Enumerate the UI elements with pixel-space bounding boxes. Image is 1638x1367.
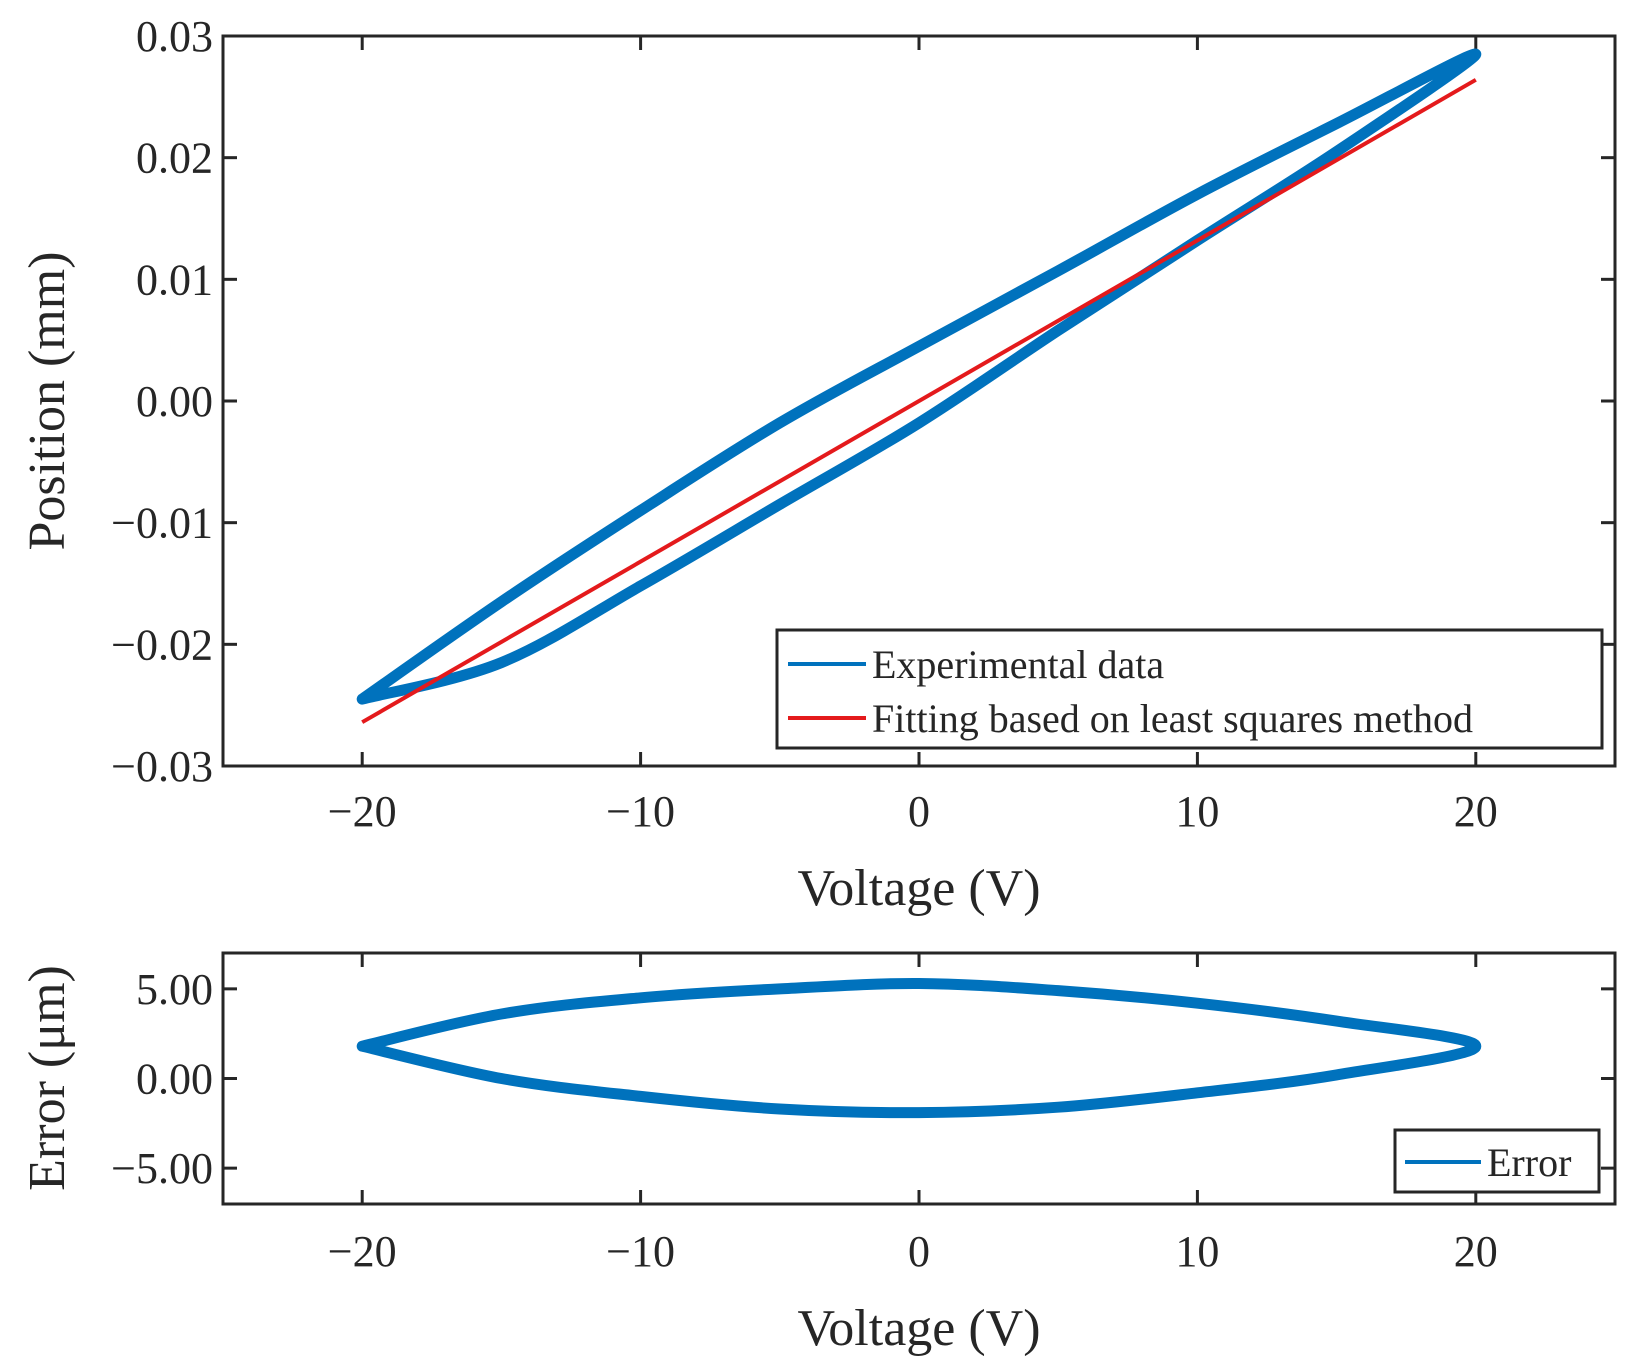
error-series-error [356, 977, 1482, 1119]
position-chart: 0.03 0.02 0.01 0.00 −0.01 −0.02 −0.03 −20 −10 0 1… [19, 12, 1617, 917]
error-y-ticks: 5.00 0.00 −5.00 [111, 965, 1615, 1193]
position-x-ticks: −20 −10 0 10 20 [328, 36, 1498, 836]
legend-label-least-squares-fit: Fitting based on least squares method [872, 696, 1473, 741]
error-x-tick-label: 10 [1175, 1227, 1219, 1276]
position-legend-box [775, 628, 1604, 750]
position-x-tick-label: 20 [1454, 787, 1498, 836]
error-y-tick-label: −5.00 [111, 1144, 213, 1193]
legend-label-error: Error [1487, 1140, 1571, 1185]
position-y-tick-label: −0.03 [111, 742, 213, 791]
error-chart: 5.00 0.00 −5.00 −20 −10 0 10 20 Voltage (V) Er… [19, 951, 1617, 1357]
position-x-tick-label: 0 [908, 787, 930, 836]
position-y-tick-label: 0.01 [136, 255, 213, 304]
position-y-tick-label: 0.00 [136, 377, 213, 426]
error-legend: Error [1393, 1128, 1601, 1194]
position-x-tick-label: −10 [606, 787, 675, 836]
position-y-tick-label: 0.02 [136, 134, 213, 183]
position-x-axis-title: Voltage (V) [797, 860, 1040, 917]
position-y-tick-label: 0.03 [136, 12, 213, 61]
error-x-tick-label: −10 [606, 1227, 675, 1276]
position-series [356, 48, 1482, 724]
error-x-tick-label: 20 [1454, 1227, 1498, 1276]
error-x-axis-title: Voltage (V) [797, 1300, 1040, 1357]
position-x-tick-label: −20 [328, 787, 397, 836]
error-x-tick-label: 0 [908, 1227, 930, 1276]
legend-label-experimental-data: Experimental data [872, 642, 1164, 687]
error-y-tick-label: 5.00 [136, 965, 213, 1014]
position-y-tick-label: −0.01 [111, 499, 213, 548]
position-legend: Experimental data Fitting based on least… [775, 628, 1604, 750]
error-y-tick-label: 0.00 [136, 1055, 213, 1104]
position-series-experimental-data [356, 48, 1482, 705]
position-series-fit-line [361, 78, 1477, 724]
error-y-axis-title: Error (μm) [19, 965, 76, 1191]
position-x-tick-label: 10 [1175, 787, 1219, 836]
position-y-axis-title: Position (mm) [19, 251, 76, 550]
error-x-ticks: −20 −10 0 10 20 [328, 953, 1498, 1276]
error-x-tick-label: −20 [328, 1227, 397, 1276]
error-series [356, 977, 1482, 1119]
position-y-tick-label: −0.02 [111, 620, 213, 669]
position-y-ticks: 0.03 0.02 0.01 0.00 −0.01 −0.02 −0.03 [111, 12, 1615, 791]
